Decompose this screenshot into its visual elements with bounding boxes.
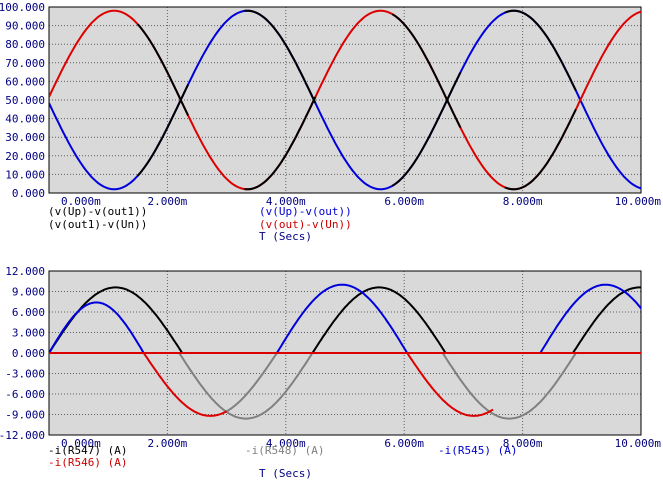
series-line [539, 283, 641, 354]
series-line [504, 108, 577, 191]
y-tick-label: 0.000 [12, 187, 45, 200]
x-axis-label: T (Secs) [259, 230, 312, 243]
chart-panel-2: 12.000 9.000 6.000 3.000 0.000 -3.000 -6.000 -9… [0, 265, 662, 480]
legend-entry: -i(R547) (A) [48, 444, 127, 457]
x-tick-label: 10.000m [615, 195, 662, 208]
x-tick-label: 2.000m [148, 195, 188, 208]
series-line [391, 13, 462, 128]
y-tick-label: 20.000 [5, 150, 45, 163]
y-tick-label: 12.000 [5, 265, 45, 278]
legend-entry: -i(R548) (A) [245, 444, 324, 457]
y-tick-label: 10.000 [5, 168, 45, 181]
legend-entry: (v(Up)-v(out1)) [48, 205, 147, 218]
traces [49, 9, 641, 191]
y-tick-label: 0.000 [12, 347, 45, 360]
plot-area [48, 6, 642, 194]
traces [49, 283, 641, 420]
series-line [441, 352, 577, 420]
series-line [137, 23, 189, 116]
series-line [572, 286, 641, 354]
series-line [137, 84, 189, 177]
series-line [391, 72, 462, 187]
x-tick-label: 4.000m [266, 195, 306, 208]
x-tick-label: 10.000m [615, 437, 662, 450]
y-tick-label: 60.000 [5, 75, 45, 88]
series-line [49, 301, 145, 354]
chart-panel-1: 100.000 90.000 80.000 70.000 60.000 50.000 40.… [0, 1, 661, 243]
y-tick-label: 3.000 [12, 327, 45, 340]
series-line [244, 9, 317, 104]
legend-entry: (v(Up)-v(out)) [259, 205, 352, 218]
x-tick-label: 8.000m [503, 195, 543, 208]
y-tick-label: 40.000 [5, 113, 45, 126]
series-line [406, 352, 494, 417]
legend-entry: (v(out)-v(Un)) [259, 218, 352, 231]
series-line [504, 9, 577, 92]
x-tick-label: 6.000m [384, 437, 424, 450]
y-tick-label: 30.000 [5, 131, 45, 144]
legend-entry: -i(R546) (A) [48, 456, 127, 469]
y-tick-label: -6.000 [5, 388, 45, 401]
series-line [142, 352, 228, 417]
legend-entry: (v(out1)-v(Un)) [48, 218, 147, 231]
series-line [276, 283, 409, 354]
series-line [311, 286, 447, 354]
y-tick-label: 70.000 [5, 57, 45, 70]
series-line [244, 96, 317, 191]
y-tick-label: 80.000 [5, 38, 45, 51]
y-tick-label: -12.000 [0, 429, 45, 442]
y-tick-label: 50.000 [5, 94, 45, 107]
y-tick-label: 100.000 [0, 1, 45, 14]
y-tick-label: 9.000 [12, 286, 45, 299]
series-line [178, 352, 314, 420]
x-tick-label: 0.000m [61, 195, 101, 208]
y-tick-label: 6.000 [12, 306, 45, 319]
y-tick-label: -3.000 [5, 368, 45, 381]
x-tick-label: 6.000m [384, 195, 424, 208]
x-tick-label: 4.000m [266, 437, 306, 450]
y-tick-label: 90.000 [5, 20, 45, 33]
x-axis-label: T (Secs) [259, 467, 312, 480]
series-line [226, 352, 278, 413]
x-tick-label: 0.000m [61, 437, 101, 450]
x-tick-label: 2.000m [148, 437, 188, 450]
x-tick-label: 8.000m [503, 437, 543, 450]
legend-entry: -i(R545) (A) [438, 444, 517, 457]
y-tick-label: -9.000 [5, 409, 45, 422]
